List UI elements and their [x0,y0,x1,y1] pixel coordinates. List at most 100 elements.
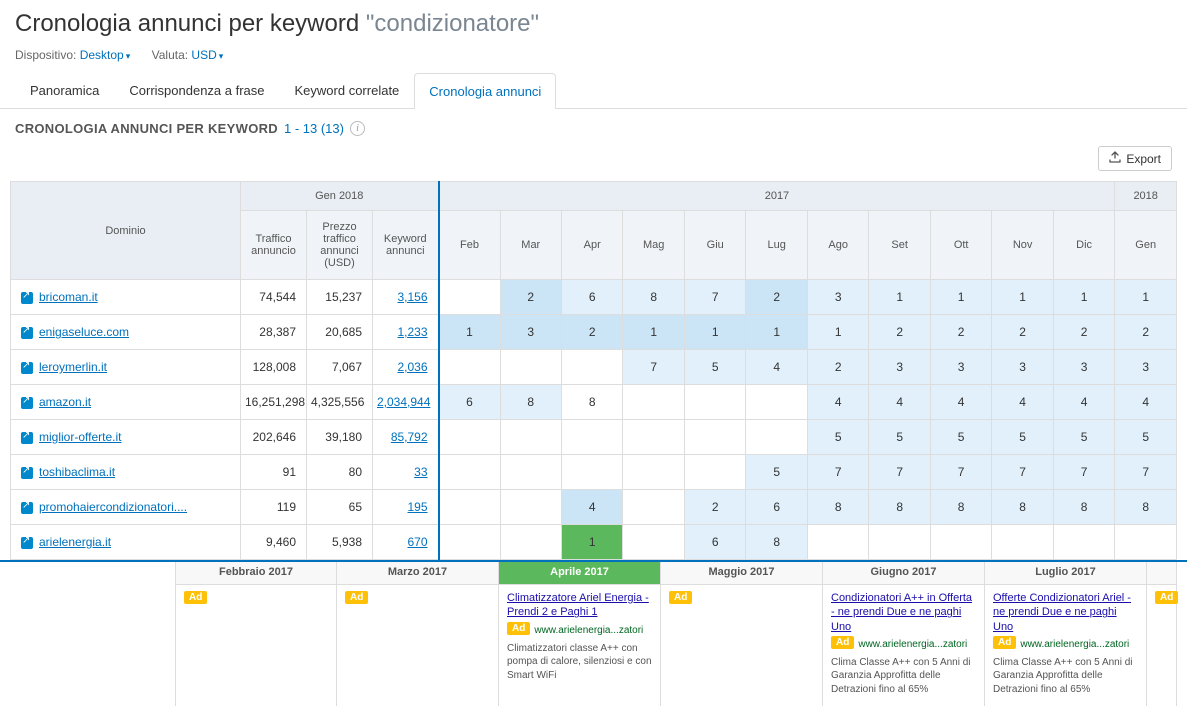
rank-cell[interactable]: 6 [746,490,807,525]
kw-link[interactable]: 1,233 [398,325,428,339]
rank-cell[interactable]: 7 [1053,455,1114,490]
domain-link[interactable]: bricoman.it [39,290,98,304]
rank-cell[interactable]: 8 [1115,490,1177,525]
domain-link[interactable]: amazon.it [39,395,91,409]
col-month-feb[interactable]: Feb [439,211,500,280]
rank-cell[interactable]: 1 [746,315,807,350]
rank-cell[interactable]: 5 [1053,420,1114,455]
kw-link[interactable]: 670 [408,535,428,549]
rank-cell[interactable]: 6 [562,280,623,315]
tab-1[interactable]: Corrispondenza a frase [114,72,279,108]
kw-link[interactable]: 195 [408,500,428,514]
col-month-dic[interactable]: Dic [1053,211,1114,280]
kw-link[interactable]: 3,156 [398,290,428,304]
col-traffic[interactable]: Traffico annuncio [241,211,307,280]
rank-cell[interactable]: 1 [807,315,868,350]
rank-cell[interactable]: 4 [807,385,868,420]
rank-cell[interactable]: 2 [992,315,1053,350]
ad-month-head[interactable]: Giugno 2017 [823,562,984,585]
rank-cell[interactable]: 8 [992,490,1053,525]
rank-cell[interactable]: 8 [746,525,807,560]
external-link-icon[interactable] [21,467,33,479]
rank-cell[interactable]: 8 [869,490,930,525]
rank-cell[interactable]: 8 [623,280,684,315]
ad-month-head[interactable]: Luglio 2017 [985,562,1146,585]
rank-cell[interactable]: 3 [807,280,868,315]
rank-cell[interactable]: 2 [684,490,745,525]
col-month-ago[interactable]: Ago [807,211,868,280]
col-price[interactable]: Prezzo traffico annunci (USD) [307,211,373,280]
rank-cell[interactable]: 8 [500,385,561,420]
rank-cell[interactable]: 4 [1115,385,1177,420]
external-link-icon[interactable] [21,432,33,444]
rank-cell[interactable]: 7 [869,455,930,490]
domain-link[interactable]: arielenergia.it [39,535,111,549]
rank-cell[interactable]: 8 [807,490,868,525]
domain-link[interactable]: toshibaclima.it [39,465,115,479]
currency-dropdown[interactable]: USD▾ [191,48,223,62]
rank-cell[interactable]: 6 [439,385,500,420]
rank-cell[interactable]: 8 [562,385,623,420]
rank-cell[interactable]: 2 [1053,315,1114,350]
col-month-mar[interactable]: Mar [500,211,561,280]
rank-cell[interactable]: 1 [623,315,684,350]
external-link-icon[interactable] [21,537,33,549]
rank-cell[interactable]: 6 [684,525,745,560]
info-icon[interactable]: i [350,121,365,136]
ad-title-link[interactable]: Condizionatori A++ in Offerta - ne prend… [831,591,976,634]
rank-cell[interactable]: 3 [992,350,1053,385]
external-link-icon[interactable] [21,362,33,374]
col-month-mag[interactable]: Mag [623,211,684,280]
rank-cell[interactable]: 4 [746,350,807,385]
kw-link[interactable]: 33 [414,465,427,479]
col-kw[interactable]: Keyword annunci [373,211,439,280]
rank-cell[interactable]: 2 [930,315,991,350]
external-link-icon[interactable] [21,292,33,304]
rank-cell[interactable]: 2 [807,350,868,385]
col-month-lug[interactable]: Lug [746,211,807,280]
domain-link[interactable]: promohaiercondizionatori.... [39,500,187,514]
col-month-gen[interactable]: Gen [1115,211,1177,280]
external-link-icon[interactable] [21,502,33,514]
rank-cell[interactable]: 8 [930,490,991,525]
rank-cell[interactable]: 5 [992,420,1053,455]
rank-cell[interactable]: 4 [869,385,930,420]
external-link-icon[interactable] [21,397,33,409]
rank-cell[interactable]: 5 [869,420,930,455]
ad-title-link[interactable]: Climatizzatore Ariel Energia - Prendi 2 … [507,591,652,620]
ad-month-head[interactable]: Aprile 2017 [499,562,660,585]
rank-cell[interactable]: 2 [746,280,807,315]
tab-3[interactable]: Cronologia annunci [414,73,556,109]
rank-cell[interactable]: 3 [930,350,991,385]
col-domain[interactable]: Dominio [11,182,241,280]
device-dropdown[interactable]: Desktop▾ [80,48,131,62]
rank-cell[interactable]: 5 [930,420,991,455]
kw-link[interactable]: 2,034,944 [377,395,430,409]
col-month-apr[interactable]: Apr [562,211,623,280]
export-button[interactable]: Export [1098,146,1172,171]
rank-cell[interactable]: 5 [807,420,868,455]
ad-month-head[interactable]: Marzo 2017 [337,562,498,585]
col-month-set[interactable]: Set [869,211,930,280]
col-month-giu[interactable]: Giu [684,211,745,280]
domain-link[interactable]: miglior-offerte.it [39,430,121,444]
rank-cell[interactable]: 3 [869,350,930,385]
rank-cell[interactable]: 3 [1053,350,1114,385]
rank-cell[interactable]: 1 [439,315,500,350]
ad-title-link[interactable]: Offerte Condizionatori Ariel - ne prendi… [993,591,1138,634]
rank-cell[interactable]: 1 [684,315,745,350]
domain-link[interactable]: leroymerlin.it [39,360,107,374]
ad-month-head[interactable]: Febbraio 2017 [176,562,336,585]
rank-cell[interactable]: 2 [1115,315,1177,350]
rank-cell[interactable]: 1 [869,280,930,315]
domain-link[interactable]: enigaseluce.com [39,325,129,339]
rank-cell[interactable]: 4 [562,490,623,525]
rank-cell[interactable]: 7 [930,455,991,490]
kw-link[interactable]: 85,792 [391,430,428,444]
rank-cell[interactable]: 5 [746,455,807,490]
rank-cell[interactable]: 1 [1053,280,1114,315]
rank-cell[interactable]: 7 [807,455,868,490]
rank-cell[interactable]: 7 [684,280,745,315]
external-link-icon[interactable] [21,327,33,339]
col-month-ott[interactable]: Ott [930,211,991,280]
